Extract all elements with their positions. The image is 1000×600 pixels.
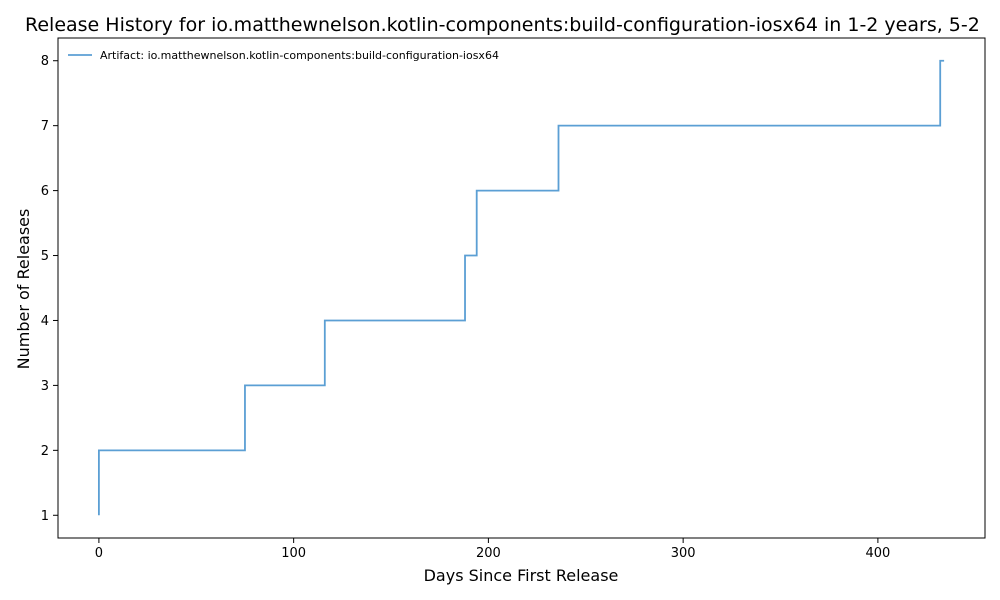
y-axis: 1 2 3 4 5 6 7 8 [41, 54, 58, 524]
plot-frame [57, 37, 986, 539]
x-tick-label: 200 [476, 546, 501, 561]
y-tick-label: 6 [41, 184, 49, 199]
x-tick-label: 300 [671, 546, 696, 561]
y-tick-label: 1 [41, 509, 49, 524]
y-tick-label: 5 [41, 249, 49, 264]
x-tick-label: 100 [281, 546, 306, 561]
series-line [97, 59, 945, 516]
y-tick-label: 4 [41, 314, 49, 329]
plot-area [57, 37, 986, 539]
x-axis-label: Days Since First Release [424, 566, 619, 585]
x-axis: 0 100 200 300 400 [95, 538, 890, 561]
legend: Artifact: io.matthewnelson.kotlin-compon… [68, 49, 499, 62]
chart-title: Release History for io.matthewnelson.kot… [25, 14, 980, 36]
y-axis-label: Number of Releases [14, 209, 33, 370]
x-tick-label: 400 [865, 546, 890, 561]
y-tick-label: 3 [41, 379, 49, 394]
y-tick-label: 7 [41, 119, 49, 134]
y-tick-label: 8 [41, 54, 49, 69]
series-layer [97, 59, 945, 516]
x-tick-label: 0 [95, 546, 103, 561]
y-tick-label: 2 [41, 444, 49, 459]
legend-label: Artifact: io.matthewnelson.kotlin-compon… [100, 49, 499, 62]
